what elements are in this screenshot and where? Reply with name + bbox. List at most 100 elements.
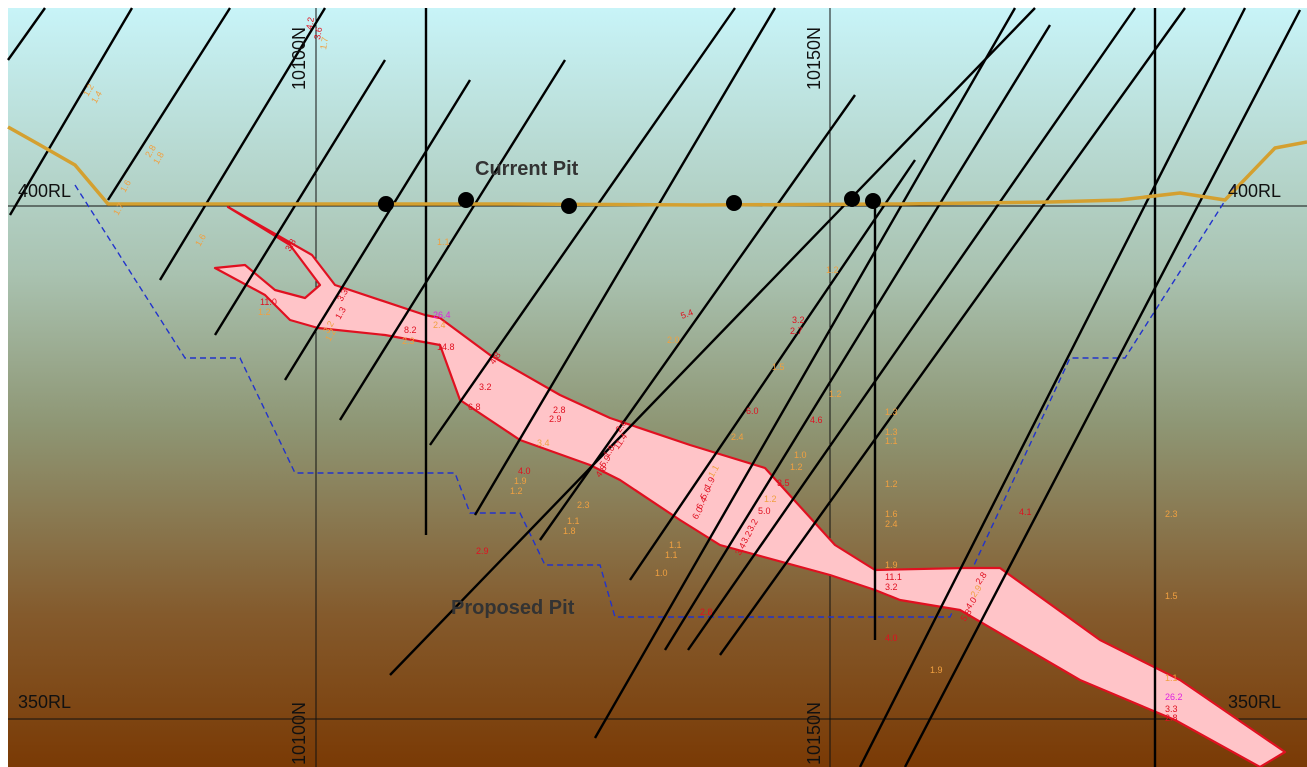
rl-label-350-right: 350RL (1228, 692, 1281, 712)
rl-label-400-right: 400RL (1228, 181, 1281, 201)
assay-value: 4.6 (810, 415, 823, 425)
assay-value: 1.3 (885, 407, 898, 417)
rl-label-400-left: 400RL (18, 181, 71, 201)
assay-value: 3.2 (792, 315, 805, 325)
assay-value: 1.1 (1165, 673, 1178, 683)
assay-value: 5.4 (679, 307, 694, 321)
assay-value: 2.8 (553, 405, 566, 415)
assay-value: 8.2 (404, 325, 417, 335)
collar-marker (561, 198, 577, 214)
assay-value: 2.9 (476, 546, 489, 556)
assay-value: 1.2 (885, 479, 898, 489)
assay-value: 1.1 (567, 516, 580, 526)
assay-value: 1.0 (794, 450, 807, 460)
northing-label-10100n-top: 10100N (289, 27, 309, 90)
assay-value: 2.3 (577, 500, 590, 510)
assay-value: 1.2 (829, 389, 842, 399)
assay-value: 4.0 (885, 633, 898, 643)
collar-marker (726, 195, 742, 211)
drill-hole (903, 9, 1302, 767)
assay-value: 6.8 (468, 402, 481, 412)
assay-value: 1.2 (826, 265, 839, 275)
assay-value: 3.4 (537, 438, 550, 448)
ore-body (213, 205, 1287, 767)
assay-value: 3.2 (885, 582, 898, 592)
assay-value: 4.0 (518, 466, 531, 476)
assay-value: 2.8 (1165, 713, 1178, 723)
drill-hole (283, 79, 472, 381)
assay-value: 1.2 (258, 307, 271, 317)
proposed-pit-outline (74, 184, 1236, 618)
rl-label-350-left: 350RL (18, 692, 71, 712)
assay-value: 1.5 (772, 362, 785, 372)
assay-value: 1.2 (790, 462, 803, 472)
current-pit-label: Current Pit (475, 158, 579, 180)
drill-hole (593, 7, 1017, 739)
assay-value: 26.2 (1165, 692, 1183, 702)
assay-value: 3.5 (777, 478, 790, 488)
assay-value: 1.1 (437, 237, 450, 247)
assay-value: 1.1 (665, 550, 678, 560)
current-pit-surface (7, 125, 1307, 207)
drill-hole (473, 7, 777, 516)
assay-value: 2.9 (549, 414, 562, 424)
assay-value: 1.7 (318, 36, 330, 50)
assay-value: 2.3 (1165, 509, 1178, 519)
assay-value: 1.0 (655, 568, 668, 578)
drill-hole (858, 7, 1247, 767)
drill-holes (7, 7, 1302, 767)
assay-value: 1.1 (885, 436, 898, 446)
drill-hole (106, 7, 232, 201)
collar-marker (865, 193, 881, 209)
assay-value: 2.4 (885, 519, 898, 529)
assay-value: 2.8 (700, 607, 713, 617)
assay-value: 2.4 (731, 432, 744, 442)
collar-marker (844, 191, 860, 207)
assay-value: 2.7 (790, 326, 803, 336)
assay-value: 1.9 (930, 665, 943, 675)
assay-value: 1.8 (563, 526, 576, 536)
drill-hole (687, 7, 1136, 651)
assay-value: 2.0 (667, 335, 680, 345)
drill-hole (429, 7, 736, 446)
drill-hole (629, 159, 916, 581)
drill-hole (663, 24, 1052, 651)
drill-hole (338, 59, 567, 421)
assay-value: 26.4 (433, 310, 451, 320)
assay-value: 3.3 (1165, 704, 1178, 714)
collar-marker (378, 196, 394, 212)
assay-value: 4.1 (1019, 507, 1032, 517)
drill-hole (7, 7, 46, 61)
assay-value: 1.5 (1165, 591, 1178, 601)
drill-hole (158, 7, 327, 281)
assay-value: 2.4 (433, 320, 446, 330)
northing-label-10150n-top: 10150N (804, 27, 824, 90)
assay-value: 14.8 (437, 342, 455, 352)
collar-marker (458, 192, 474, 208)
assay-value: 1.2 (510, 486, 523, 496)
assay-value: 1.2 (764, 494, 777, 504)
drill-hole (389, 7, 1036, 676)
assay-value: 1.6 (885, 509, 898, 519)
assay-value: 3.6 (312, 26, 324, 40)
drill-hole (213, 59, 387, 336)
assay-value: 11.1 (885, 572, 902, 582)
assay-value: 3.2 (479, 382, 492, 392)
assay-value: 4.2 (304, 16, 316, 30)
assay-value: 5.0 (758, 506, 771, 516)
assay-value: 1.9 (514, 476, 527, 486)
assay-value: 11.0 (260, 297, 277, 307)
drill-hole (8, 7, 134, 216)
northing-label-10100n-bottom: 10100N (289, 702, 309, 765)
assay-labels: 1.2 1.4 2.8 1.8 1.6 1.7 1.6 4.2 3.6 1.7 … (81, 16, 1182, 723)
assay-value: 1.1 (669, 540, 682, 550)
drill-hole (719, 7, 1186, 656)
drill-collars (378, 191, 881, 214)
assay-value: 6.0 (746, 406, 759, 416)
assay-value: 1.3 (885, 427, 898, 437)
northing-label-10150n-bottom: 10150N (804, 702, 824, 765)
assay-value: 1.9 (885, 560, 898, 570)
assay-value: 2.3 (402, 336, 415, 346)
proposed-pit-label: Proposed Pit (451, 597, 575, 619)
